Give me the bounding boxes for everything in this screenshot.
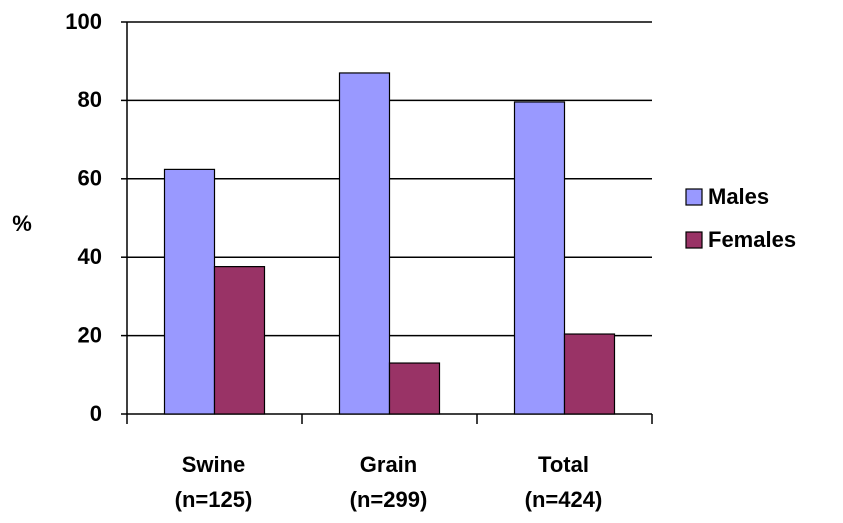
y-tick-label: 0 [90, 401, 102, 426]
legend-label: Males [708, 184, 769, 209]
x-tick-label: Grain (n=299) [349, 452, 428, 512]
bar [388, 362, 441, 415]
x-tick-label: Swine (n=125) [174, 452, 253, 512]
bar [513, 101, 566, 415]
y-tick-label: 80 [78, 87, 102, 112]
legend-swatch [685, 231, 703, 249]
legend-label: Females [708, 227, 796, 252]
y-tick-label: 40 [78, 244, 102, 269]
legend-swatch [685, 188, 703, 206]
bar [338, 72, 391, 415]
y-tick-label: 100 [65, 9, 102, 34]
x-tick-label: Total (n=424) [524, 452, 603, 512]
y-axis-label: % [12, 211, 32, 236]
y-tick-label: 60 [78, 166, 102, 191]
y-tick-label: 20 [78, 322, 102, 347]
bar [163, 168, 216, 415]
bar [563, 333, 616, 415]
bar [213, 266, 266, 415]
